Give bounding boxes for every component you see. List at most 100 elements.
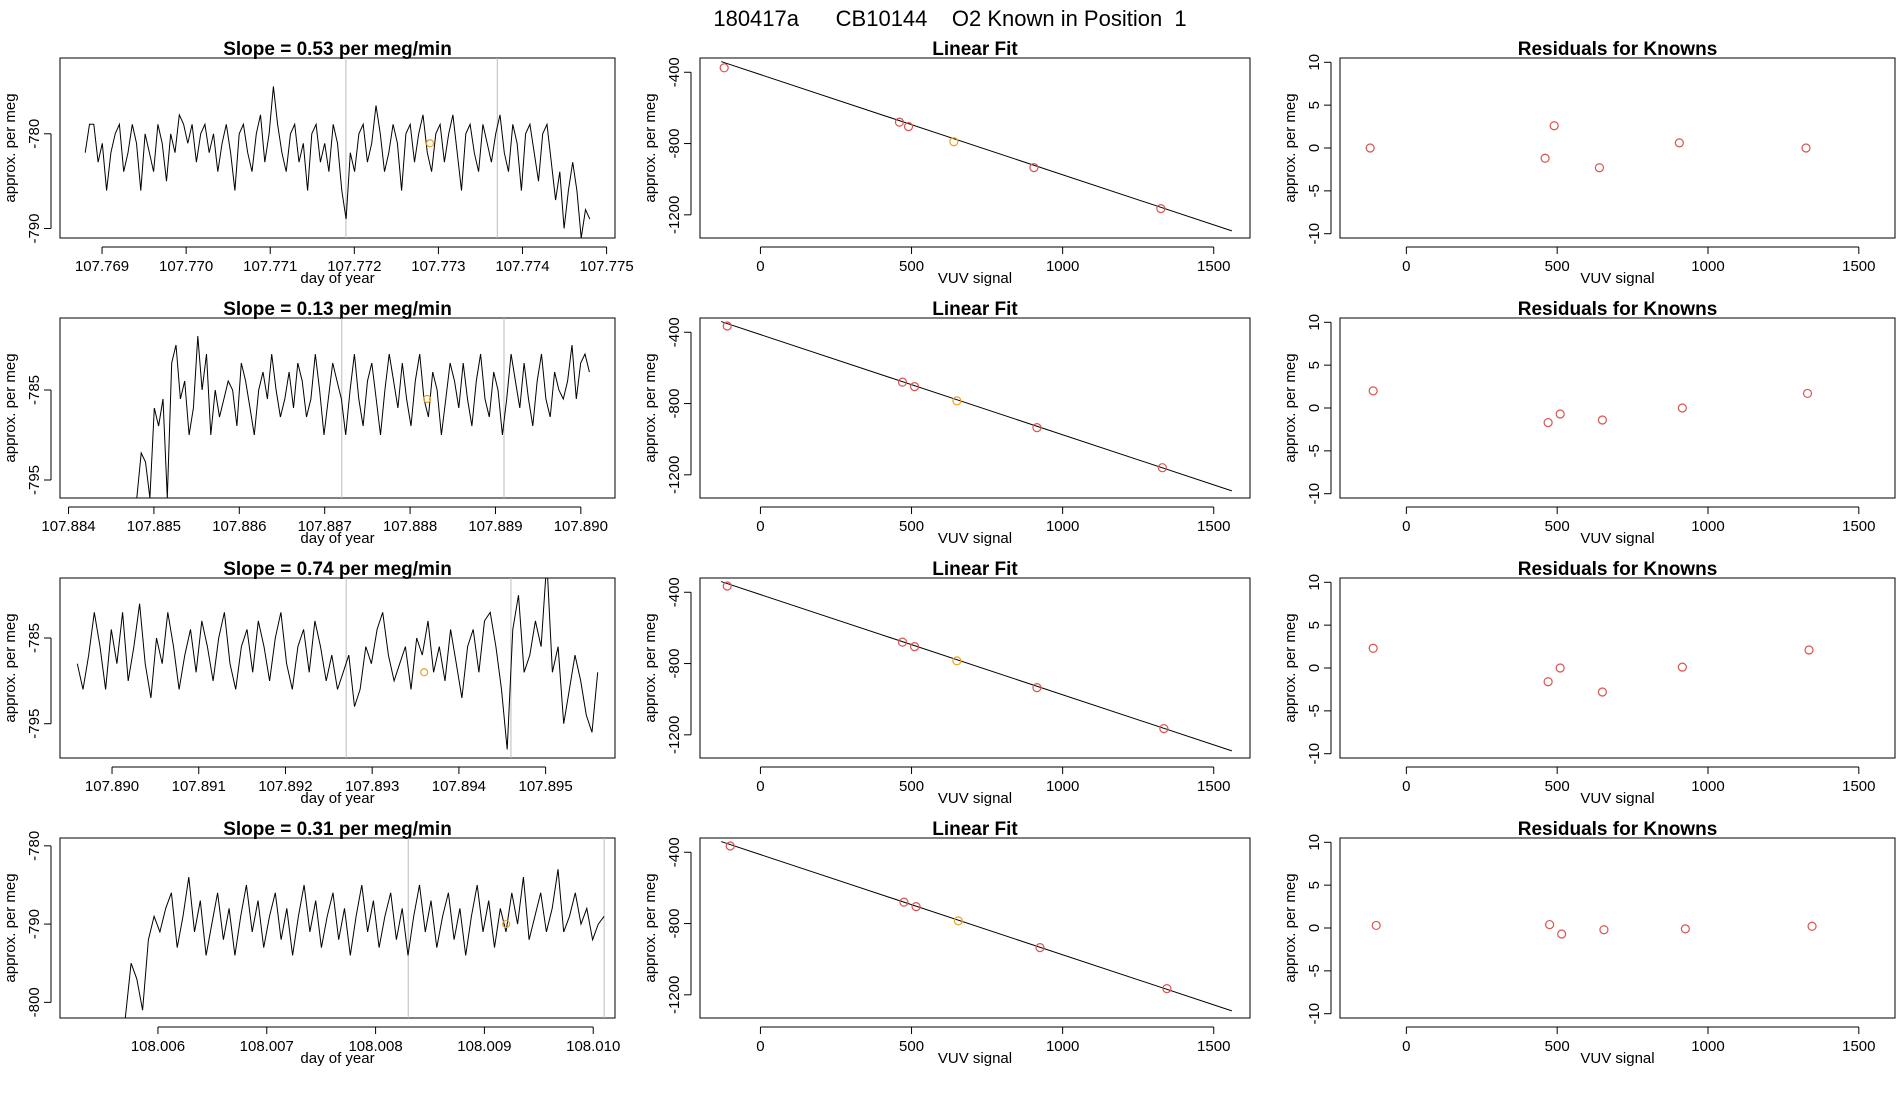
residuals-3-title: Residuals for Knowns xyxy=(1518,559,1718,580)
fit-3-data-point xyxy=(1159,723,1169,734)
residuals-2-x-tick-label: 500 xyxy=(1545,518,1570,535)
fit-2-panel: Linear Fit 0 500 1000 1500 VUV signal -1200 -80… xyxy=(642,299,1251,547)
fit-1-data-point xyxy=(894,117,905,127)
fit-4-fit-line xyxy=(720,841,1233,1012)
fit-4-data-point xyxy=(1035,943,1045,953)
fit-1-data-point xyxy=(903,122,914,132)
drift-3-x-tick-label: 107.890 xyxy=(85,778,139,795)
residuals-3-x-tick-label: 500 xyxy=(1545,778,1570,795)
fit-2-x-tick-label: 0 xyxy=(756,518,764,535)
drift-4-x-tick-label: 108.010 xyxy=(566,1038,620,1055)
drift-4-y-tick-label: -800 xyxy=(26,987,43,1017)
residuals-1-y-axis-label: approx. per meg xyxy=(1282,93,1299,202)
fit-2-plot-frame xyxy=(699,317,1251,499)
fit-3-x-tick-label: 0 xyxy=(756,778,764,795)
drift-2-highlight-point xyxy=(423,394,432,404)
residuals-3-marks xyxy=(1368,643,1814,697)
fit-1-fit-line xyxy=(720,61,1233,232)
fit-1-x-tick-label: 1000 xyxy=(1046,258,1079,275)
residuals-3-y-tick-label: -5 xyxy=(1306,704,1323,717)
drift-2-title: Slope = 0.13 per meg/min xyxy=(223,299,452,320)
residuals-4-data-point xyxy=(1545,919,1555,930)
residuals-2-x-tick-label: 1000 xyxy=(1691,518,1724,535)
drift-1-x-tick-label: 107.774 xyxy=(495,258,549,275)
fit-3-x-tick-label: 1000 xyxy=(1046,778,1079,795)
drift-2-x-tick-label: 107.885 xyxy=(127,518,181,535)
drift-3-title: Slope = 0.74 per meg/min xyxy=(223,559,452,580)
drift-2-x-tick-label: 107.887 xyxy=(298,518,352,535)
fit-1-panel: Linear Fit 0 500 1000 1500 VUV signal -1200 -80… xyxy=(642,39,1251,287)
fit-1-y-axis-label: approx. per meg xyxy=(642,93,659,202)
fit-3-x-tick-label: 1500 xyxy=(1197,778,1230,795)
drift-3-x-tick-label: 107.894 xyxy=(432,778,486,795)
fit-4-highlight-point xyxy=(953,916,963,926)
drift-3-x-tick-label: 107.891 xyxy=(172,778,226,795)
fit-3-x-tick-label: 500 xyxy=(899,778,924,795)
residuals-4-x-tick-label: 500 xyxy=(1545,1038,1570,1055)
fit-2-data-point xyxy=(897,377,908,387)
drift-3-y-tick-label: -795 xyxy=(26,709,43,739)
drift-3-panel: Slope = 0.74 per meg/min 107.890 107.891 10… xyxy=(2,559,616,807)
drift-1-y-tick-label: -780 xyxy=(26,119,43,149)
fit-4-data-point xyxy=(899,897,909,907)
residuals-3-x-tick-label: 1500 xyxy=(1842,778,1875,795)
fit-1-x-axis-label: VUV signal xyxy=(938,270,1012,287)
drift-3-x-tick-label: 107.893 xyxy=(345,778,399,795)
drift-4-x-tick-label: 108.007 xyxy=(240,1038,294,1055)
fit-1-y-tick-label: -400 xyxy=(666,57,683,87)
fit-2-y-tick-label: -1200 xyxy=(666,456,683,494)
residuals-4-y-tick-label: -5 xyxy=(1306,964,1323,977)
drift-4-x-tick-label: 108.006 xyxy=(131,1038,185,1055)
fit-4-y-tick-label: -1200 xyxy=(666,976,683,1014)
fit-3-y-axis-label: approx. per meg xyxy=(642,613,659,722)
drift-4-y-tick-label: -790 xyxy=(26,909,43,939)
fit-1-y-tick-label: -1200 xyxy=(666,196,683,234)
residuals-2-title: Residuals for Knowns xyxy=(1518,299,1718,320)
drift-3-plot-frame xyxy=(59,577,616,759)
residuals-2-y-tick-label: 5 xyxy=(1306,361,1323,369)
fit-4-y-tick-label: -800 xyxy=(666,909,683,939)
drift-2-marks xyxy=(136,318,590,498)
residuals-4-marks xyxy=(1371,919,1817,939)
residuals-3-data-point xyxy=(1368,643,1378,653)
residuals-1-data-point xyxy=(1674,138,1684,148)
drift-2-series-line xyxy=(136,335,590,498)
drift-4-marks xyxy=(124,838,605,1018)
fit-4-x-axis-label: VUV signal xyxy=(938,1050,1012,1067)
residuals-1-data-point xyxy=(1801,143,1811,153)
residuals-4-data-point xyxy=(1599,925,1609,935)
residuals-4-title: Residuals for Knowns xyxy=(1518,819,1718,840)
fit-1-x-tick-label: 1500 xyxy=(1197,258,1230,275)
drift-2-x-tick-label: 107.888 xyxy=(383,518,437,535)
residuals-4-x-tick-label: 0 xyxy=(1402,1038,1410,1055)
fit-4-x-tick-label: 1500 xyxy=(1197,1038,1230,1055)
fit-3-y-tick-label: -800 xyxy=(666,649,683,679)
residuals-3-data-point xyxy=(1804,645,1814,655)
residuals-2-data-point xyxy=(1368,386,1378,396)
residuals-4-data-point xyxy=(1557,929,1567,939)
drift-1-highlight-point xyxy=(425,139,435,148)
residuals-4-y-tick-label: -10 xyxy=(1306,1003,1323,1025)
drift-1-x-tick-label: 107.773 xyxy=(411,258,465,275)
residuals-1-data-point xyxy=(1365,143,1375,153)
drift-3-marks xyxy=(76,578,599,758)
residuals-3-y-tick-label: 5 xyxy=(1306,621,1323,629)
residuals-2-y-tick-label: -10 xyxy=(1306,483,1323,505)
drift-2-y-tick-label: -795 xyxy=(26,465,43,495)
residuals-3-x-axis-label: VUV signal xyxy=(1580,790,1654,807)
fit-3-x-axis-label: VUV signal xyxy=(938,790,1012,807)
drift-1-marks xyxy=(84,58,591,238)
residuals-1-marks xyxy=(1365,121,1811,173)
residuals-4-panel: Residuals for Knowns 0 500 1000 1500 VUV sign… xyxy=(1282,819,1896,1067)
residuals-1-data-point xyxy=(1549,121,1559,131)
drift-4-y-axis-label: approx. per meg xyxy=(2,873,19,982)
residuals-1-y-tick-label: 5 xyxy=(1306,101,1323,109)
residuals-4-data-point xyxy=(1680,924,1690,934)
residuals-3-data-point xyxy=(1597,687,1608,697)
residuals-2-data-point xyxy=(1677,403,1687,413)
residuals-1-y-tick-label: 0 xyxy=(1306,144,1323,152)
residuals-3-x-tick-label: 1000 xyxy=(1691,778,1724,795)
residuals-2-x-axis-label: VUV signal xyxy=(1580,530,1654,547)
drift-2-y-axis-label: approx. per meg xyxy=(2,353,19,462)
